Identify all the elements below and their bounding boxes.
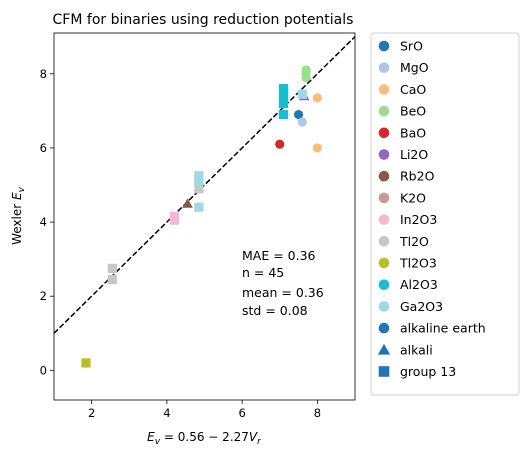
data-point-al2o3	[278, 109, 289, 120]
legend-label: MgO	[400, 60, 429, 75]
data-point-ga2o3	[194, 202, 204, 212]
legend-label: CaO	[400, 82, 426, 97]
legend-marker-mgo	[378, 62, 390, 73]
x-tick-label: 2	[88, 406, 95, 420]
data-point-mgo	[297, 117, 307, 127]
legend-label: Ga2O3	[400, 299, 443, 314]
legend-label: alkali	[400, 342, 433, 357]
data-point-beo	[301, 65, 311, 75]
legend-marker-sro	[378, 40, 390, 52]
data-point-rb2o	[182, 198, 193, 208]
plot-frame	[53, 32, 356, 401]
legend-frame	[370, 32, 520, 396]
data-point-ga2o3	[297, 89, 307, 99]
stat-mae: MAE = 0.36	[242, 248, 316, 263]
legend-label: Tl2O	[399, 234, 429, 249]
chart-title: CFM for binaries using reduction potenti…	[53, 12, 354, 28]
legend-label: Li2O	[400, 147, 428, 162]
x-tick-label: 6	[238, 406, 245, 420]
legend-marker-li2o	[378, 149, 390, 160]
legend-label: Al2O3	[400, 277, 438, 292]
legend-label: Rb2O	[400, 169, 435, 184]
x-tick-label: 4	[163, 406, 170, 420]
legend-marker-cao	[378, 84, 390, 95]
stat-n: n = 45	[242, 265, 284, 280]
data-point-al2o3	[278, 87, 289, 97]
legend-marker-k2o	[378, 192, 390, 204]
data-point-cao	[312, 143, 322, 153]
legend-marker-group-13	[378, 366, 390, 377]
data-point-sro	[293, 109, 304, 120]
legend-marker-in2o3	[378, 214, 390, 225]
data-point-tl2o	[194, 184, 204, 194]
stats-annotation: MAE = 0.36 n = 45 mean = 0.36 std = 0.08	[242, 248, 324, 318]
data-point-al2o3	[278, 93, 289, 103]
data-point-tl2o3	[81, 358, 91, 368]
x-tick-label: 8	[314, 406, 321, 420]
stat-std: std = 0.08	[242, 303, 308, 318]
legend-label: K2O	[400, 190, 426, 205]
legend-label: alkaline earth	[400, 321, 486, 336]
y-tick-label: 6	[40, 141, 47, 155]
legend-marker-rb2o	[378, 170, 390, 182]
legend-marker-ga2o3	[378, 301, 390, 312]
legend-label: BaO	[400, 125, 426, 140]
legend: SrO MgO CaO BeO BaO Li2O Rb2O K2O In2O3 Tl2O Tl2O3…	[370, 32, 520, 396]
y-axis-ticks: 0 2 4 6 8	[40, 67, 54, 377]
data-points	[81, 65, 322, 368]
x-axis-label: Ev = 0.56 − 2.27Vr	[147, 430, 262, 447]
legend-label: BeO	[400, 104, 426, 119]
data-point-al2o3	[278, 98, 289, 109]
legend-label: group 13	[400, 364, 456, 379]
legend-label: In2O3	[400, 212, 437, 227]
reference-line	[53, 36, 356, 334]
y-axis-label: Wexler Ev	[10, 186, 27, 245]
y-tick-label: 4	[40, 215, 47, 229]
y-tick-label: 2	[40, 289, 47, 303]
legend-marker-alkaline-earth	[378, 322, 390, 334]
legend-label: SrO	[400, 39, 423, 54]
legend-marker-tl2o3	[378, 257, 390, 269]
x-axis-ticks: 2 4 6 8	[88, 400, 321, 420]
stat-mean: mean = 0.36	[242, 285, 324, 300]
data-point-cao	[312, 93, 322, 103]
data-point-bao	[275, 139, 285, 149]
legend-entries: SrO MgO CaO BeO BaO Li2O Rb2O K2O In2O3 Tl2O Tl2O3…	[377, 39, 486, 379]
legend-label: Tl2O3	[399, 256, 437, 271]
y-tick-label: 8	[40, 67, 47, 81]
legend-marker-al2o3	[378, 279, 390, 291]
plot-area	[53, 32, 356, 401]
legend-marker-alkali	[377, 343, 391, 355]
legend-marker-bao	[378, 127, 390, 139]
data-point-ga2o3	[194, 171, 204, 181]
data-point-tl2o	[107, 263, 117, 273]
legend-marker-tl2o	[378, 236, 390, 247]
data-point-in2o3	[169, 211, 179, 222]
legend-marker-beo	[378, 105, 390, 117]
data-point-tl2o	[107, 274, 117, 285]
y-tick-label: 0	[40, 363, 47, 377]
data-point-ga2o3	[194, 176, 204, 186]
